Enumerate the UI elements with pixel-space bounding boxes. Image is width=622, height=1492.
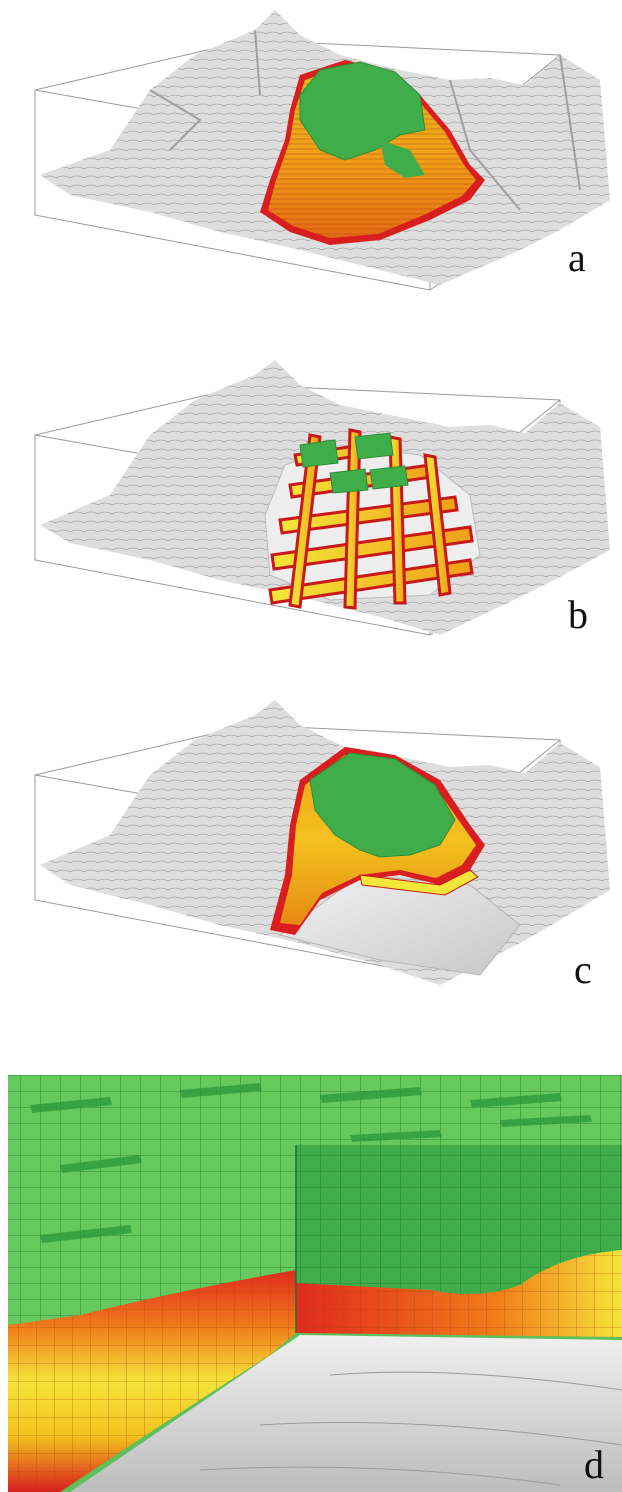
deposit-cutaway (270, 747, 485, 935)
panel-d: d (0, 1075, 622, 1492)
panel-c-diagram (34, 700, 610, 985)
panel-b-label: b (568, 592, 588, 637)
panel-c-label: c (574, 947, 592, 992)
top-surface-patches (299, 432, 409, 494)
panel-a: a (0, 0, 622, 300)
deposit-body (260, 60, 485, 245)
panel-b-diagram (34, 360, 610, 636)
panel-d-label: d (584, 1442, 604, 1487)
panel-d-diagram (8, 1075, 622, 1492)
panel-b: b (0, 345, 622, 655)
panel-a-diagram (34, 10, 610, 291)
floor-surface (70, 1335, 622, 1492)
panel-a-label: a (568, 235, 586, 280)
panel-c: c (0, 685, 622, 1010)
